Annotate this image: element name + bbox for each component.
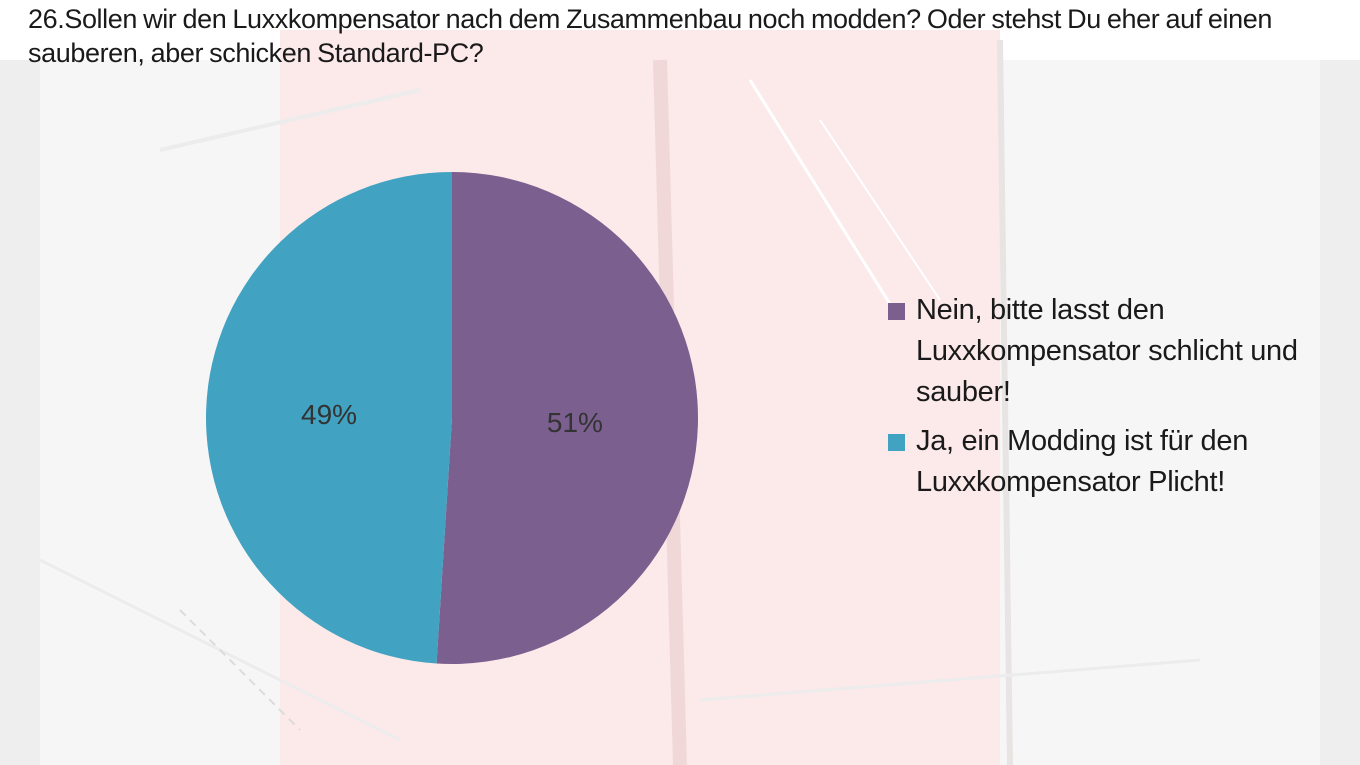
- legend-label-ja: Ja, ein Modding ist für den Luxxkompensa…: [916, 425, 1249, 498]
- data-label-nein: 51%: [547, 407, 603, 438]
- legend-item-ja: Ja, ein Modding ist für den Luxxkompensa…: [886, 421, 1306, 503]
- legend-item-nein: Nein, bitte lasst den Luxxkompensator sc…: [886, 290, 1306, 413]
- pie-slice-ja: [206, 172, 452, 664]
- legend-swatch-nein: [888, 303, 905, 320]
- legend-swatch-ja: [888, 434, 905, 451]
- legend-label-nein: Nein, bitte lasst den Luxxkompensator sc…: [916, 294, 1298, 408]
- data-label-ja: 49%: [301, 399, 357, 430]
- chart-legend: Nein, bitte lasst den Luxxkompensator sc…: [886, 290, 1306, 511]
- pie-slice-nein: [436, 172, 699, 665]
- chart-title: 26.Sollen wir den Luxxkompensator nach d…: [28, 4, 1272, 68]
